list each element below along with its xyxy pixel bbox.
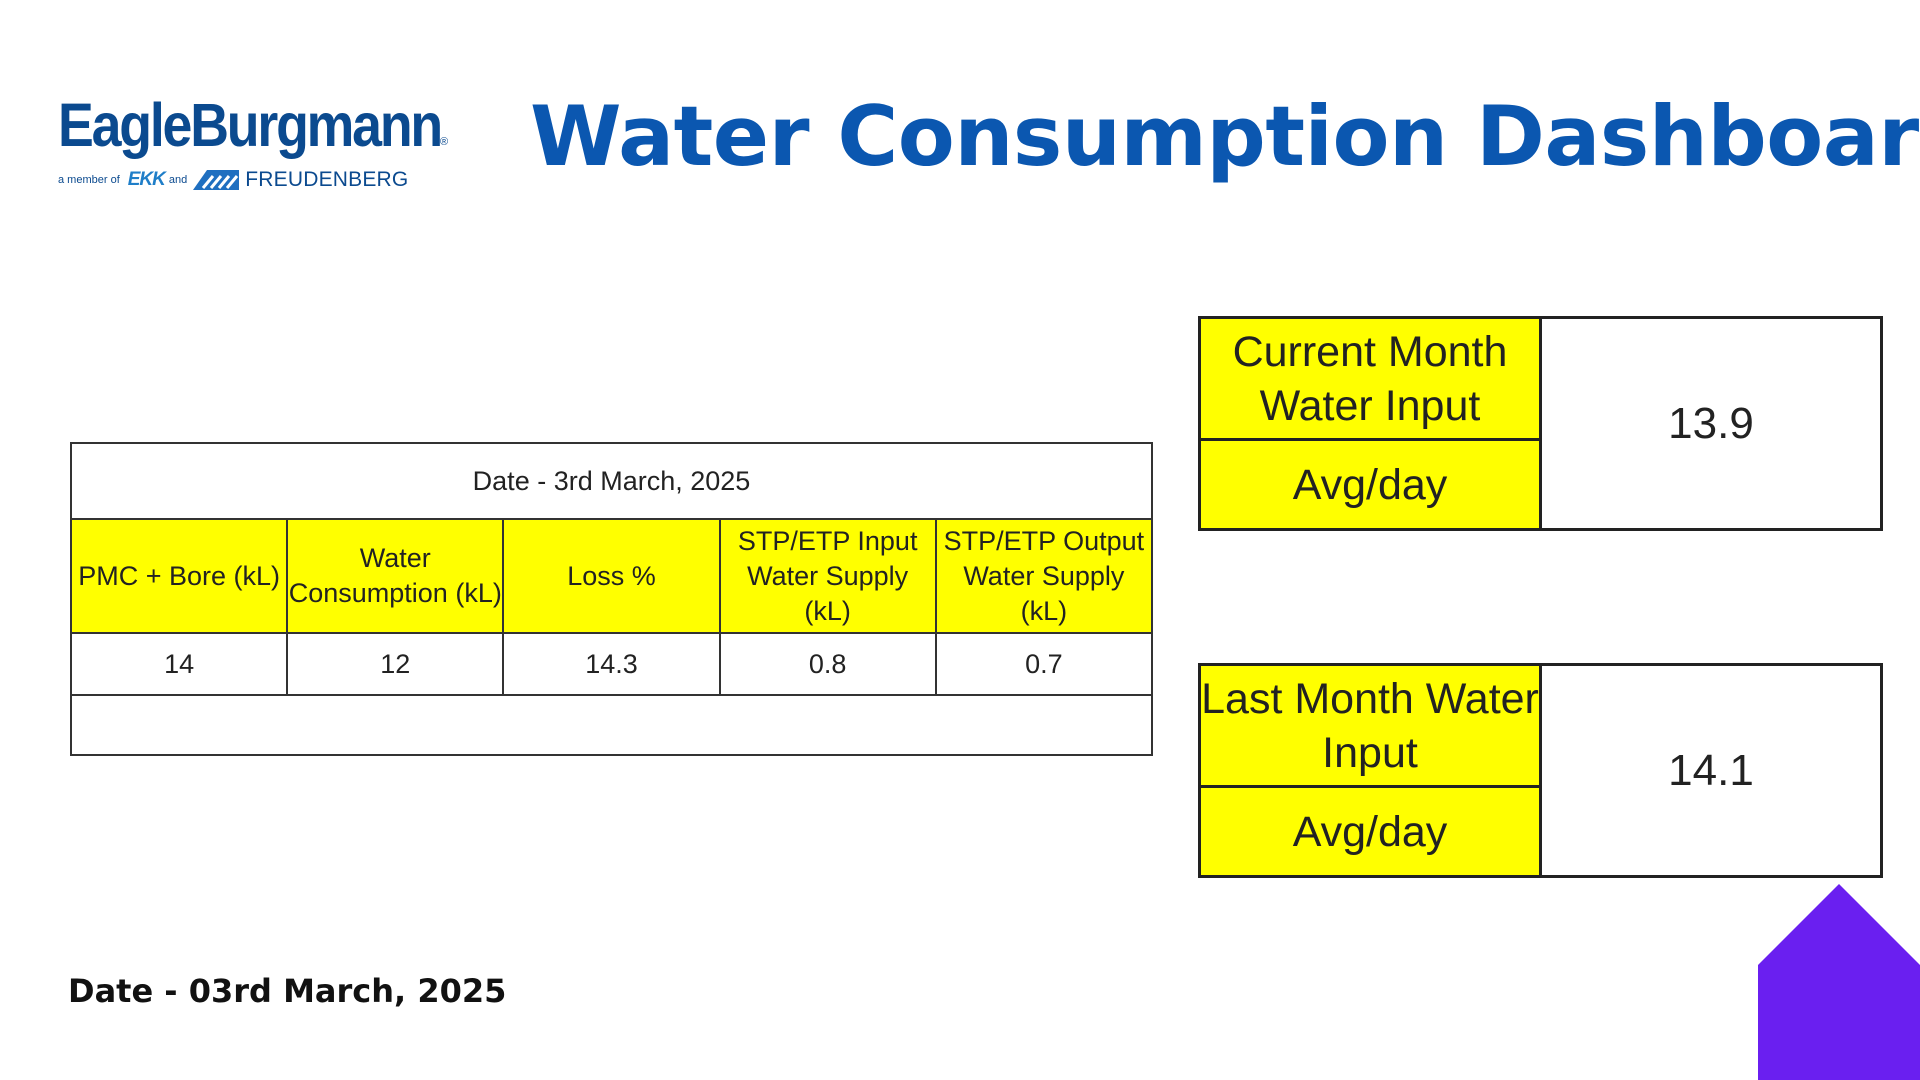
table-date: Date - 3rd March, 2025 <box>70 442 1153 520</box>
page-title: Water Consumption Dashboard <box>530 88 1920 185</box>
header-loss-percent: Loss % <box>502 518 721 634</box>
freudenberg-mark-icon <box>193 170 240 190</box>
last-month-value: 14.1 <box>1539 663 1883 878</box>
consumption-table: Date - 3rd March, 2025 PMC + Bore (kL) W… <box>69 442 1154 756</box>
logo-registered-mark: ® <box>440 136 449 148</box>
value-stp-etp-output: 0.7 <box>934 632 1154 696</box>
header-water-consumption: Water Consumption (kL) <box>286 518 505 634</box>
table-row: 14 12 14.3 0.8 0.7 <box>69 632 1154 696</box>
value-pmc-bore: 14 <box>69 632 289 696</box>
table-empty-row <box>70 694 1153 756</box>
last-month-box: Last Month Water Input 14.1 Avg/day <box>1198 663 1883 878</box>
table-date-row: Date - 3rd March, 2025 <box>70 442 1153 520</box>
value-stp-etp-input: 0.8 <box>718 632 937 696</box>
logo-tagline: a member of EKK and FREUDENBERG <box>58 168 408 192</box>
value-water-consumption: 12 <box>286 632 505 696</box>
logo-and: and <box>168 174 188 186</box>
eagleburgmann-logo: EagleBurgmann ® a member of EKK and FREU… <box>58 92 458 202</box>
logo-wordmark: EagleBurgmann <box>58 91 443 159</box>
value-loss-percent: 14.3 <box>502 632 721 696</box>
header-stp-etp-output: STP/ETP Output Water Supply (kL) <box>934 518 1154 634</box>
current-month-label: Current Month Water Input <box>1198 316 1542 441</box>
current-month-avg-label: Avg/day <box>1198 438 1542 531</box>
decorative-pentagon-shape <box>1758 884 1920 1080</box>
logo-member-of: a member of <box>58 174 120 186</box>
last-month-avg-label: Avg/day <box>1198 785 1542 878</box>
table-header-row: PMC + Bore (kL) Water Consumption (kL) L… <box>69 518 1154 634</box>
header-stp-etp-input: STP/ETP Input Water Supply (kL) <box>718 518 937 634</box>
logo-ekk: EKK <box>127 169 166 190</box>
current-month-value: 13.9 <box>1539 316 1883 531</box>
logo-freudenberg: FREUDENBERG <box>245 168 409 191</box>
last-month-label: Last Month Water Input <box>1198 663 1542 788</box>
table-empty-cell <box>70 694 1153 756</box>
footer-date: Date - 03rd March, 2025 <box>68 972 507 1010</box>
current-month-box: Current Month Water Input 13.9 Avg/day <box>1198 316 1883 531</box>
header-pmc-bore: PMC + Bore (kL) <box>69 518 289 634</box>
